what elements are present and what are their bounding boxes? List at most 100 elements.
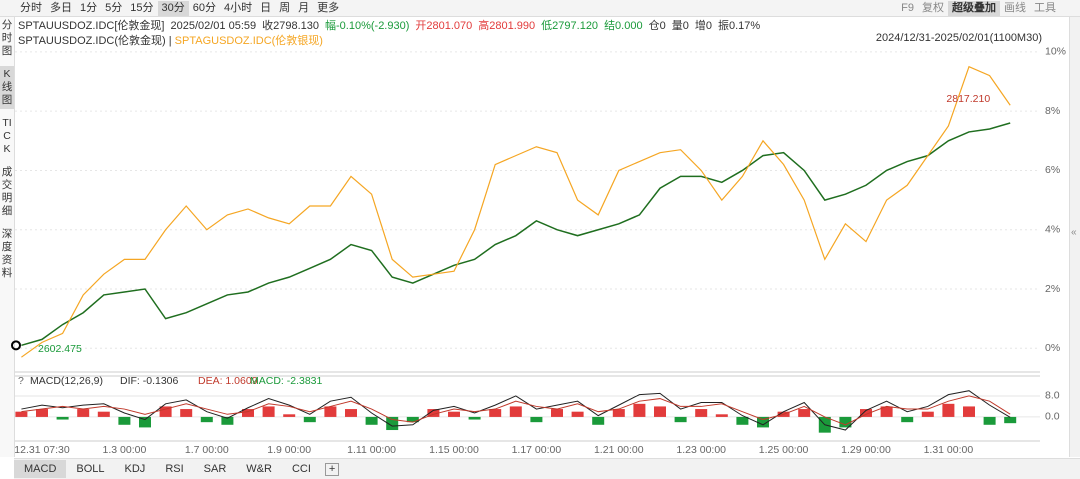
tool-button[interactable]: 超级叠加	[948, 0, 1000, 16]
macd-bar	[901, 416, 914, 423]
tool-button[interactable]: 画线	[1004, 1, 1026, 14]
period-tab[interactable]: 30分	[157, 0, 189, 16]
macd-bar	[757, 416, 769, 428]
macd-bar	[509, 406, 522, 417]
macd-bar	[798, 409, 811, 417]
macd-bar	[221, 416, 234, 425]
series-line	[21, 65, 1011, 358]
period-tab[interactable]: 60分	[192, 1, 216, 14]
right-strip[interactable]: «	[1069, 17, 1080, 457]
macd-bar	[736, 416, 749, 425]
tool-button[interactable]: F9	[901, 1, 914, 14]
period-tab[interactable]: 更多	[317, 1, 340, 14]
macd-bar	[139, 416, 151, 428]
quote-field: 量0	[671, 20, 689, 32]
macd-bar	[262, 406, 275, 417]
macd-bar	[489, 409, 502, 417]
macd-header: MACD: -2.3831	[250, 375, 323, 387]
period-tab[interactable]: 4小时	[224, 1, 253, 14]
period-tab[interactable]: 多日	[50, 1, 72, 14]
x-tick-label: 1.23 00:00	[676, 444, 726, 456]
period-tab[interactable]: 周	[279, 1, 291, 14]
side-tab[interactable]: 成交明细	[1, 166, 13, 217]
indicator-tab[interactable]: MACD	[14, 460, 67, 478]
quote-field: 收2798.130	[262, 20, 320, 32]
macd-header: DIF: -0.1306	[120, 375, 179, 387]
overlay-symbol: SPTAGUSDOZ.IDC(伦敦银现)	[174, 35, 323, 47]
period-tab[interactable]: 日	[260, 1, 272, 14]
indicator-tab[interactable]: W&R	[246, 463, 272, 475]
x-tick-label: 1.7 00:00	[185, 444, 229, 456]
start-marker	[11, 340, 21, 351]
tool-buttons: F9 复权 超级叠加 画线 工具	[897, 0, 1060, 16]
tool-button[interactable]: 复权	[922, 1, 944, 14]
add-tab[interactable]: +	[324, 462, 340, 476]
macd-bar	[118, 416, 131, 425]
macd-header: DEA: 1.0609	[198, 375, 258, 387]
macd-bar	[15, 411, 28, 417]
macd-bar	[427, 409, 440, 417]
quote-field: 结0.000	[604, 20, 643, 32]
macd-bar	[97, 411, 110, 417]
y-tick-label: 4%	[1045, 224, 1060, 236]
macd-bar	[365, 416, 378, 425]
y-tick-label: 0%	[1045, 342, 1060, 354]
period-tab[interactable]: 5分	[105, 1, 123, 14]
macd-bar	[695, 409, 708, 417]
date-range: 2024/12/31-2025/02/01(1100M30)	[875, 32, 1042, 44]
indicator-tab[interactable]: RSI	[165, 463, 184, 475]
macd-bar	[612, 409, 625, 417]
macd-bar	[571, 411, 584, 417]
side-tab[interactable]: K线图	[0, 66, 14, 109]
y-tick-label: 8%	[1045, 105, 1060, 117]
price-annotation: 2602.475	[38, 343, 82, 355]
macd-bar	[448, 411, 460, 417]
x-tick-label: 1.31 00:00	[924, 444, 974, 456]
tool-button[interactable]: 工具	[1034, 1, 1056, 14]
indicator-tab[interactable]: CCI	[291, 463, 311, 475]
indicator-line	[21, 390, 1011, 431]
quote-field: 低2797.120	[541, 20, 599, 32]
x-tick-label: 1.25 00:00	[759, 444, 809, 456]
side-tab[interactable]: 分时图	[1, 19, 13, 57]
indicator-line	[21, 395, 1011, 426]
indicator-tab[interactable]: BOLL	[76, 463, 105, 475]
x-tick-label: 1.11 00:00	[347, 444, 396, 456]
x-tick-label: 12.31 07:30	[14, 444, 70, 456]
side-tab[interactable]: 深度资料	[1, 228, 13, 279]
main-symbol: SPTAUUSDOZ.IDC(伦敦金现) |	[18, 35, 172, 47]
x-tick-label: 1.3 00:00	[103, 444, 147, 456]
x-tick-label: 1.29 00:00	[841, 444, 891, 456]
macd-bar	[36, 409, 48, 417]
macd-bar	[530, 416, 543, 423]
x-tick-label: 1.9 00:00	[267, 444, 311, 456]
quote-field: 增0	[694, 20, 712, 32]
quote-field: SPTAUUSDOZ.IDC[伦敦金现]	[18, 20, 165, 32]
side-tab[interactable]: TICK	[2, 117, 12, 155]
macd-bar	[406, 416, 419, 423]
period-tab[interactable]: 1分	[80, 1, 98, 14]
overlay-info: SPTAUUSDOZ.IDC(伦敦金现) | SPTAGUSDOZ.IDC(伦敦…	[18, 32, 323, 48]
help-mark: ?	[18, 375, 24, 387]
indicator-tab[interactable]: KDJ	[124, 463, 146, 475]
macd-bar	[200, 416, 213, 423]
macd-bar	[345, 409, 357, 417]
quote-field: 开2801.070	[415, 20, 473, 32]
period-tab[interactable]: 分时	[20, 1, 42, 14]
quote-field: 振0.17%	[717, 20, 761, 32]
y-tick-label: 8.0	[1045, 390, 1060, 402]
indicator-tab[interactable]: SAR	[203, 463, 227, 475]
macd-bar	[303, 416, 316, 423]
period-tabs: 分时 多日 1分 5分 15分 30分 60分 4小时日周月更多	[16, 0, 343, 16]
macd-bar	[921, 411, 934, 417]
period-tab[interactable]: 15分	[130, 1, 154, 14]
quote-field: 幅-0.10%(-2.930)	[325, 20, 410, 32]
quote-field: 高2801.990	[478, 20, 536, 32]
indicator-tabs: MACD BOLL KDJ RSI SAR W&R CCI +	[14, 458, 1080, 479]
period-tab[interactable]: 月	[298, 1, 310, 14]
macd-bar	[983, 416, 996, 425]
series-line	[21, 122, 1011, 347]
macd-header: MACD(12,26,9)	[30, 375, 103, 387]
